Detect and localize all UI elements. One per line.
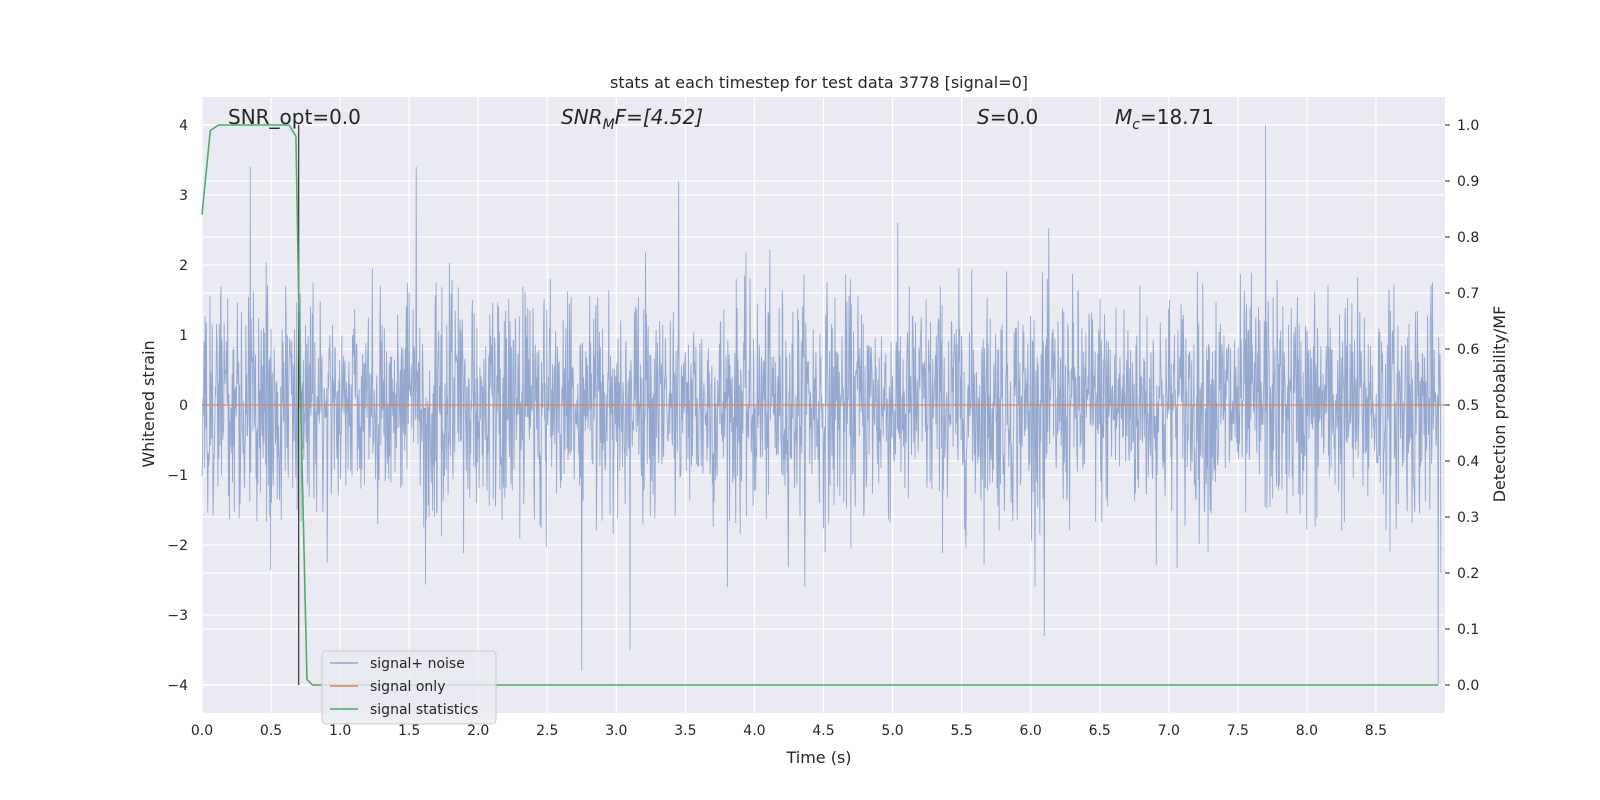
- chart-title: stats at each timestep for test data 377…: [610, 73, 1028, 92]
- legend-box: [321, 650, 497, 725]
- annotation-mc-sub: c: [1132, 117, 1140, 133]
- legend-label-signal-noise: signal+ noise: [370, 656, 465, 672]
- annotation-s: S=0.0: [977, 105, 1038, 129]
- y-left-tick-label: −4: [167, 678, 188, 694]
- x-tick-label: 6.0: [1020, 723, 1042, 739]
- annotation-mc-main: M: [1115, 105, 1132, 129]
- x-axis-label: Time (s): [785, 748, 851, 767]
- x-tick-label: 2.5: [536, 723, 558, 739]
- annotation-snr-mf-rest: F=[4.52]: [615, 105, 703, 129]
- legend-label-signal-statistics: signal statistics: [370, 702, 478, 718]
- series-signal-statistics: [201, 124, 1439, 686]
- y-left-tick-label: −3: [167, 608, 188, 624]
- x-tick-label: 2.0: [467, 723, 489, 739]
- annotation-mc-rest: =18.71: [1140, 105, 1214, 129]
- annotation-s-main: S: [977, 105, 990, 129]
- x-tick-label: 7.0: [1158, 723, 1180, 739]
- y-right-tick-label: 0.8: [1457, 230, 1479, 246]
- x-tick-label: 4.0: [743, 723, 765, 739]
- x-tick-label: 7.5: [1227, 723, 1249, 739]
- annotation-s-rest: =0.0: [990, 105, 1039, 129]
- y-left-tick-label: −1: [167, 468, 188, 484]
- y-right-tick-label: 1.0: [1457, 118, 1479, 134]
- annotation-snr-mf-main: SNR: [561, 105, 603, 129]
- x-tick-label: 0.5: [260, 723, 282, 739]
- annotation-snr-mf-sub: M: [603, 117, 615, 133]
- x-tick-label: 4.5: [812, 723, 834, 739]
- x-tick-label: 8.5: [1365, 723, 1387, 739]
- y-right-tick-label: 0.2: [1457, 566, 1479, 582]
- y-right-tick-label: 0.6: [1457, 342, 1479, 358]
- x-tick-label: 1.0: [329, 723, 351, 739]
- y-right-tick-label: 0.3: [1457, 510, 1479, 526]
- legend: signal+ noise signal only signal statist…: [321, 650, 497, 725]
- y-right-tick-label: 0.4: [1457, 454, 1479, 470]
- axis-ticks: 0.0 0.5 1.0 1.5 2.0 2.5 3.0 3.5 4.0 4.5 5.0 5.5 6.0 6…: [167, 118, 1479, 739]
- y-left-tick-label: −2: [167, 538, 188, 554]
- y-right-tick-label: 0.5: [1457, 398, 1479, 414]
- y-left-tick-label: 3: [179, 188, 188, 204]
- y-left-tick-label: 0: [179, 398, 188, 414]
- y-left-tick-label: 1: [179, 328, 188, 344]
- x-tick-label: 6.5: [1089, 723, 1111, 739]
- annotation-snr-opt: SNR_opt=0.0: [228, 105, 361, 129]
- x-tick-label: 5.5: [950, 723, 972, 739]
- annotation-snr-mf: SNRMF=[4.52]: [561, 105, 703, 133]
- signal-statistics-line: [201, 124, 1439, 686]
- x-tick-label: 3.5: [674, 723, 696, 739]
- x-tick-label: 8.0: [1296, 723, 1318, 739]
- x-tick-label: 3.0: [605, 723, 627, 739]
- legend-label-signal-only: signal only: [370, 679, 445, 695]
- y-left-tick-label: 2: [179, 258, 188, 274]
- y-right-tick-label: 0.7: [1457, 286, 1479, 302]
- y-right-tick-label: 0.1: [1457, 622, 1479, 638]
- x-tick-label: 0.0: [191, 723, 213, 739]
- y-right-tick-label: 0.0: [1457, 678, 1479, 694]
- x-tick-label: 5.0: [881, 723, 903, 739]
- annotation-mc: Mc=18.71: [1115, 105, 1214, 133]
- y-right-tick-label: 0.9: [1457, 174, 1479, 190]
- y-left-tick-label: 4: [179, 118, 188, 134]
- y-axis-left-label: Whitened strain: [139, 340, 158, 467]
- y-axis-right-label: Detection probability/MF: [1490, 306, 1509, 503]
- x-tick-label: 1.5: [398, 723, 420, 739]
